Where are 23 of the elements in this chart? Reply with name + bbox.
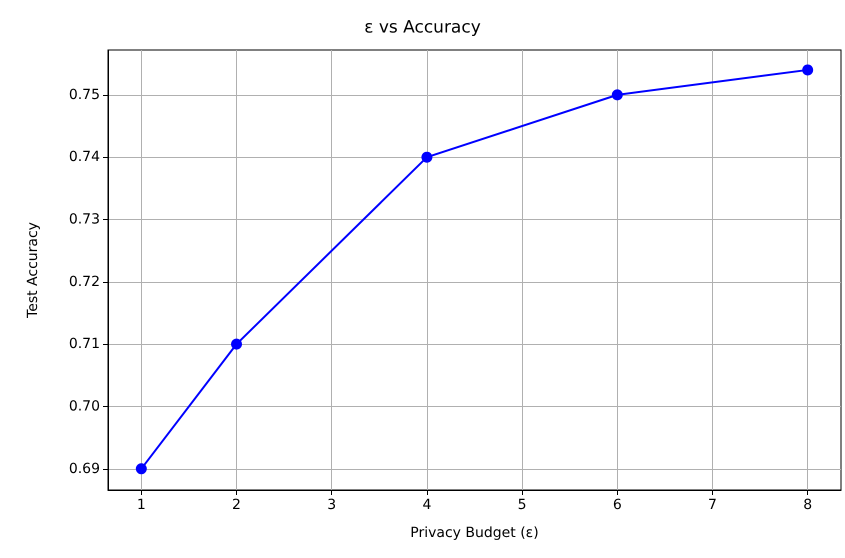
y-tick-label: 0.73 [68, 212, 100, 228]
y-tick-label: 0.74 [68, 149, 100, 166]
y-tick-label: 0.71 [68, 336, 100, 352]
x-tick-label: 2 [232, 497, 241, 513]
x-tick-label: 4 [422, 497, 432, 513]
x-tick-label: 3 [327, 497, 336, 513]
x-tick-label: 6 [612, 497, 622, 513]
point [802, 64, 814, 76]
x-tick-label: 1 [136, 497, 146, 513]
x-axis-title: Privacy Budget (ε) [410, 525, 539, 541]
chart-title: ε vs Accuracy [364, 18, 481, 38]
x-tick-label: 7 [708, 497, 717, 513]
point [136, 463, 147, 474]
point [612, 89, 623, 100]
point [421, 152, 432, 163]
y-tick-label: 0.72 [68, 274, 100, 290]
x-tick-label: 5 [518, 497, 527, 513]
point [231, 338, 242, 350]
y-tick-label: 0.69 [68, 460, 100, 477]
y-tick-label: 0.70 [68, 398, 100, 414]
y-tick-label: 0.75 [68, 86, 100, 103]
x-tick-label: 8 [803, 497, 812, 513]
y-axis-title: Test Accuracy [25, 222, 41, 319]
